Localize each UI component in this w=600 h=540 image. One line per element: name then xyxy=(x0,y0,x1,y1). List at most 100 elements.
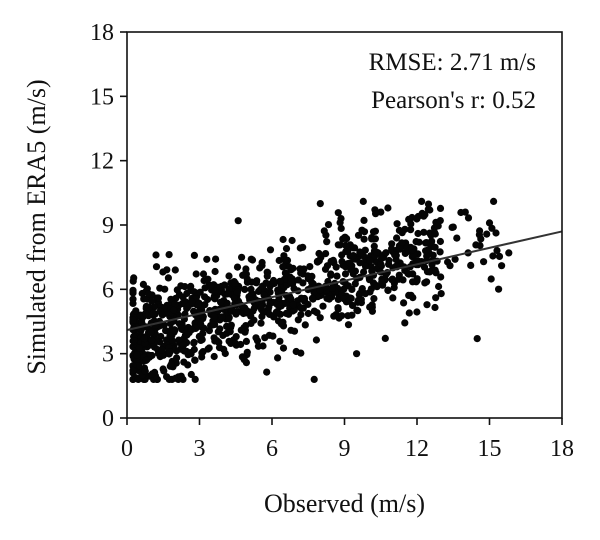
scatter-point xyxy=(385,256,393,265)
scatter-point xyxy=(158,346,166,354)
scatter-point xyxy=(207,282,215,290)
scatter-point xyxy=(488,224,496,232)
scatter-point xyxy=(436,217,444,225)
scatter-point xyxy=(299,295,308,303)
scatter-point xyxy=(173,286,181,294)
scatter-point xyxy=(370,295,378,303)
scatter-point xyxy=(480,258,488,266)
scatter-point xyxy=(161,285,169,293)
scatter-point xyxy=(224,290,232,298)
scatter-point xyxy=(431,243,439,251)
y-tick-label: 12 xyxy=(90,149,114,175)
scatter-point xyxy=(349,252,357,260)
scatter-point xyxy=(473,335,481,343)
scatter-point xyxy=(263,368,271,376)
scatter-point xyxy=(323,238,331,246)
scatter-point xyxy=(413,308,421,316)
scatter-point xyxy=(437,290,445,298)
scatter-point xyxy=(158,311,166,319)
x-tick-label: 12 xyxy=(405,436,429,462)
scatter-point xyxy=(418,197,426,205)
scatter-point xyxy=(211,267,219,276)
scatter-point xyxy=(320,227,328,235)
scatter-point xyxy=(346,259,354,267)
scatter-point xyxy=(451,255,459,263)
scatter-point xyxy=(238,353,246,361)
scatter-point xyxy=(211,295,219,303)
y-tick-label: 0 xyxy=(102,406,114,432)
scatter-point xyxy=(489,252,497,260)
scatter-point xyxy=(237,326,245,334)
scatter-point xyxy=(437,273,445,281)
scatter-point xyxy=(199,313,207,321)
scatter-point xyxy=(210,321,218,329)
scatter-point xyxy=(341,233,349,241)
scatter-point xyxy=(139,280,147,288)
scatter-point xyxy=(266,246,275,254)
scatter-point xyxy=(241,285,249,293)
scatter-point xyxy=(299,266,307,275)
scatter-point xyxy=(142,356,150,364)
scatter-point xyxy=(344,282,352,290)
scatter-point xyxy=(308,294,316,302)
scatter-point xyxy=(221,349,229,358)
scatter-point xyxy=(414,229,422,238)
scatter-point xyxy=(279,235,287,244)
y-tick-label: 15 xyxy=(90,84,114,110)
scatter-point xyxy=(349,244,357,252)
scatter-point xyxy=(256,264,264,272)
scatter-point xyxy=(316,286,324,294)
scatter-point xyxy=(247,255,255,263)
scatter-point xyxy=(391,251,399,259)
scatter-point xyxy=(130,274,138,282)
scatter-point xyxy=(398,229,406,237)
scatter-point xyxy=(210,313,218,321)
x-tick-label: 3 xyxy=(194,436,206,462)
scatter-point xyxy=(287,266,295,274)
scatter-point xyxy=(187,350,195,358)
y-tick-label: 3 xyxy=(102,342,114,368)
scatter-point xyxy=(274,354,282,362)
scatter-point xyxy=(358,285,366,293)
scatter-point xyxy=(141,367,149,375)
scatter-point xyxy=(148,297,156,305)
scatter-point xyxy=(354,231,363,239)
scatter-point xyxy=(319,302,327,310)
scatter-point xyxy=(369,235,378,243)
scatter-point xyxy=(130,337,138,345)
scatter-point xyxy=(382,249,390,257)
scatter-point xyxy=(194,300,202,308)
scatter-point xyxy=(453,234,461,242)
scatter-point xyxy=(188,326,196,334)
scatter-point xyxy=(197,320,205,328)
scatter-point xyxy=(289,301,297,309)
scatter-point xyxy=(377,260,385,268)
scatter-point xyxy=(288,236,296,245)
scatter-point xyxy=(296,244,304,252)
stat-annotation: Pearson's r: 0.52 xyxy=(371,87,536,114)
scatter-point xyxy=(388,245,396,253)
scatter-point xyxy=(384,286,392,295)
scatter-point xyxy=(276,277,284,285)
scatter-point xyxy=(140,334,148,343)
scatter-point xyxy=(240,270,249,278)
scatter-point xyxy=(420,263,429,271)
scatter-point xyxy=(232,308,240,316)
scatter-point xyxy=(448,223,456,231)
scatter-point xyxy=(282,309,290,317)
scatter-point xyxy=(321,265,330,273)
scatter-point xyxy=(413,215,421,223)
scatter-point xyxy=(212,255,220,263)
scatter-point xyxy=(172,374,180,382)
scatter-point xyxy=(360,216,368,224)
y-tick-label: 9 xyxy=(102,213,114,239)
scatter-point xyxy=(190,307,198,315)
scatter-point xyxy=(184,361,192,369)
scatter-point xyxy=(429,251,437,259)
scatter-point xyxy=(344,312,352,320)
scatter-point xyxy=(218,313,226,321)
scatter-point xyxy=(304,300,312,308)
scatter-point xyxy=(177,324,185,332)
scatter-point xyxy=(381,334,389,342)
scatter-point xyxy=(378,278,386,286)
